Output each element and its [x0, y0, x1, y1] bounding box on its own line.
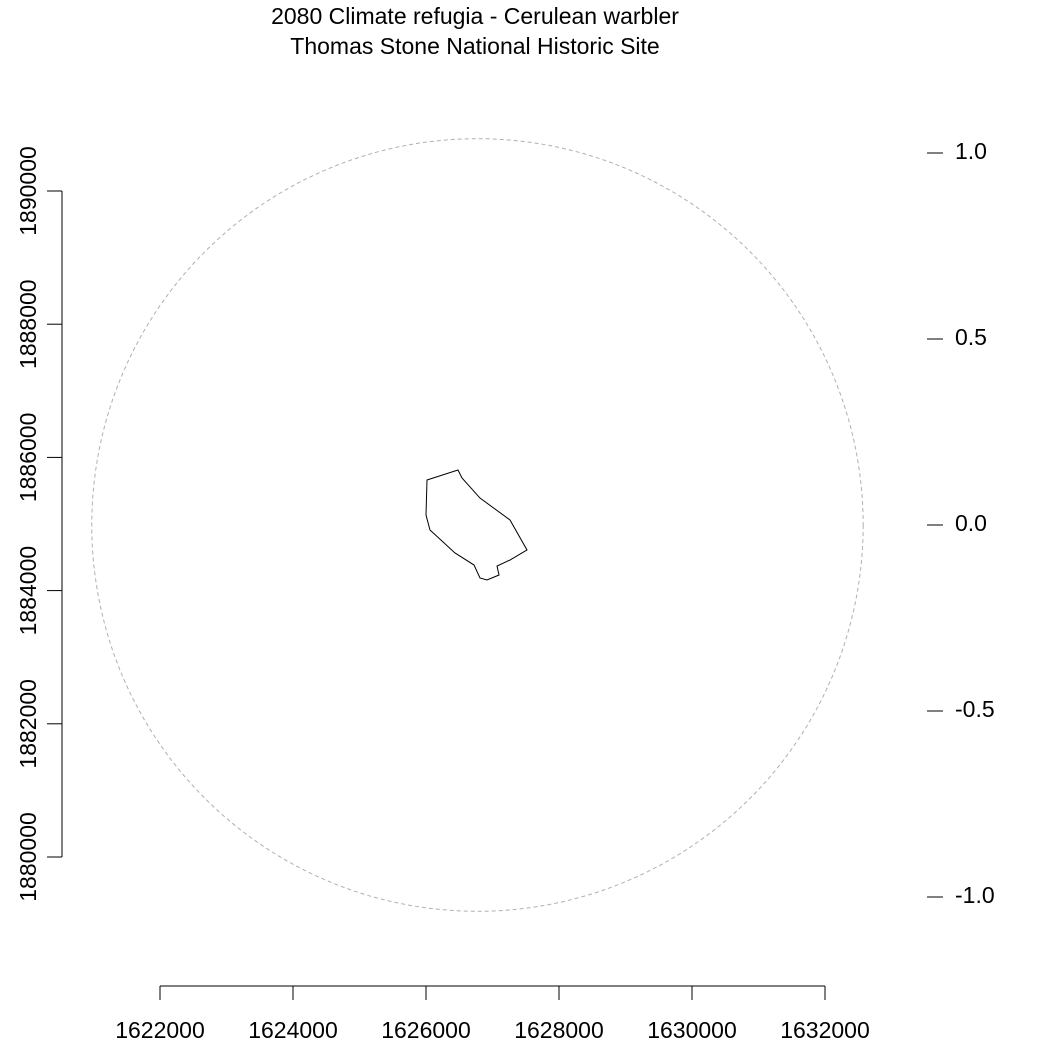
y-tick-label: 1880000 [15, 812, 41, 902]
x-tick-label: 1630000 [647, 1017, 737, 1043]
y2-tick-label: 0.5 [955, 324, 987, 350]
y2-tick-label: -0.5 [955, 696, 995, 722]
y2-tick-label: 0.0 [955, 510, 987, 536]
chart-title: 2080 Climate refugia - Cerulean warbler [271, 3, 679, 29]
park-boundary [425, 469, 528, 581]
buffer-circle [91, 138, 864, 912]
y-tick-label: 1890000 [15, 146, 41, 236]
x-tick-label: 1626000 [381, 1017, 471, 1043]
x-tick-label: 1628000 [514, 1017, 604, 1043]
chart-subtitle: Thomas Stone National Historic Site [290, 33, 659, 59]
y-tick-label: 1882000 [15, 679, 41, 769]
y-tick-label: 1886000 [15, 413, 41, 503]
x-tick-label: 1624000 [248, 1017, 338, 1043]
y-tick-label: 1884000 [15, 546, 41, 636]
y2-tick-label: -1.0 [955, 882, 995, 908]
y-tick-label: 1888000 [15, 279, 41, 369]
x-tick-label: 1632000 [780, 1017, 870, 1043]
y2-tick-label: 1.0 [955, 138, 987, 164]
x-tick-label: 1622000 [115, 1017, 205, 1043]
